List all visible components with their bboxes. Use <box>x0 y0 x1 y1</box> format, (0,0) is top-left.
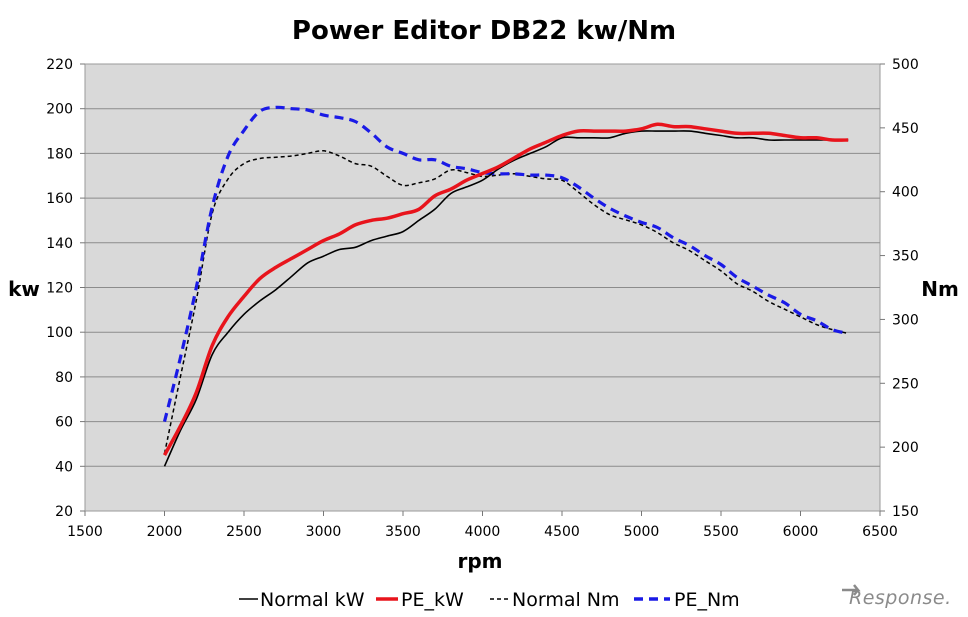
x-tick-label: 5500 <box>703 524 739 540</box>
y-left-tick-label: 40 <box>55 459 73 475</box>
x-axis-label: rpm <box>457 549 502 573</box>
y-right-tick-label: 450 <box>892 121 919 137</box>
series-layer <box>162 105 849 467</box>
y-right-axis-label: Nm <box>921 277 959 301</box>
y-right-tick-label: 400 <box>892 185 919 201</box>
x-axis-ticks: 1500 2000 2500 3000 3500 4000 4500 5000 5500 6000… <box>67 511 898 540</box>
response-logo-text: Response. <box>849 587 952 609</box>
y-left-tick-label: 120 <box>46 281 73 297</box>
y-left-tick-label: 100 <box>46 325 73 341</box>
y-left-axis-ticks: 20 40 60 80 100 120 140 160 180 200 220 <box>46 57 85 520</box>
y-left-tick-label: 80 <box>55 370 73 386</box>
y-left-tick-label: 20 <box>55 504 73 520</box>
gridlines <box>85 108 880 467</box>
legend-label-pe-nm: PE_Nm <box>674 589 740 611</box>
x-tick-label: 5000 <box>624 524 660 540</box>
chart-title: Power Editor DB22 kw/Nm <box>292 16 676 46</box>
y-right-tick-label: 250 <box>892 376 919 392</box>
y-left-tick-label: 60 <box>55 415 73 431</box>
x-tick-label: 3000 <box>306 524 342 540</box>
x-tick-label: 2500 <box>226 524 262 540</box>
x-tick-label: 2000 <box>147 524 183 540</box>
y-left-tick-label: 200 <box>46 102 73 118</box>
y-left-tick-label: 220 <box>46 57 73 73</box>
x-tick-label: 6500 <box>862 524 898 540</box>
x-tick-label: 4500 <box>544 524 580 540</box>
y-left-tick-label: 160 <box>46 191 73 207</box>
x-tick-label: 4000 <box>465 524 501 540</box>
x-tick-label: 1500 <box>67 524 103 540</box>
legend-label-pe-kw: PE_kW <box>401 589 464 611</box>
x-tick-label: 3500 <box>385 524 421 540</box>
x-tick-label: 6000 <box>783 524 819 540</box>
y-right-axis-ticks: 150 200 250 300 350 400 450 500 <box>880 57 919 520</box>
y-right-tick-label: 350 <box>892 249 919 265</box>
legend-label-normal-kw: Normal kW <box>260 589 365 611</box>
legend-label-normal-nm: Normal Nm <box>512 589 620 611</box>
y-left-tick-label: 180 <box>46 146 73 162</box>
response-logo-arrow-icon <box>842 584 861 596</box>
y-right-tick-label: 200 <box>892 440 919 456</box>
y-right-tick-label: 300 <box>892 312 919 328</box>
y-right-tick-label: 500 <box>892 57 919 73</box>
series-line-pe-kw <box>162 122 849 456</box>
y-right-tick-label: 150 <box>892 504 919 520</box>
legend: Normal kW PE_kW Normal Nm PE_Nm <box>239 589 740 611</box>
response-logo: Response. <box>842 584 952 609</box>
y-left-tick-label: 140 <box>46 236 73 252</box>
series-line-pe-nm <box>162 105 849 422</box>
y-left-axis-label: kw <box>8 277 40 301</box>
